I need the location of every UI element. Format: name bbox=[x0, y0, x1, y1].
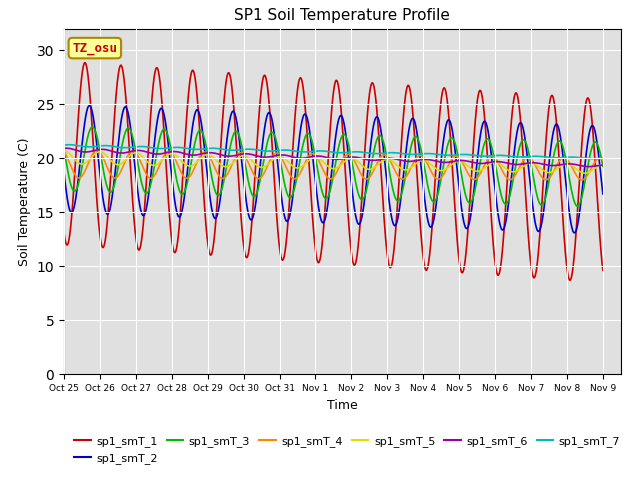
sp1_smT_3 bbox=[452, 142, 460, 148]
sp1_smT_7 bbox=[452, 152, 460, 158]
X-axis label: Time: Time bbox=[327, 399, 358, 412]
Line: sp1_smT_4: sp1_smT_4 bbox=[64, 150, 603, 180]
sp1_smT_4 bbox=[287, 173, 294, 179]
sp1_smT_5 bbox=[582, 170, 590, 176]
sp1_smT_3 bbox=[60, 147, 68, 153]
sp1_smT_7 bbox=[316, 148, 324, 154]
sp1_smT_3 bbox=[291, 184, 299, 190]
sp1_smT_6 bbox=[287, 154, 294, 159]
sp1_smT_5 bbox=[581, 170, 589, 176]
sp1_smT_1 bbox=[287, 182, 294, 188]
sp1_smT_3 bbox=[573, 204, 581, 209]
sp1_smT_1 bbox=[452, 215, 460, 221]
sp1_smT_4 bbox=[60, 149, 68, 155]
sp1_smT_1 bbox=[599, 267, 607, 273]
sp1_smT_3 bbox=[599, 163, 607, 169]
Line: sp1_smT_3: sp1_smT_3 bbox=[64, 127, 603, 206]
sp1_smT_7 bbox=[556, 155, 563, 161]
sp1_smT_2 bbox=[86, 103, 93, 108]
sp1_smT_4 bbox=[599, 157, 607, 163]
sp1_smT_7 bbox=[287, 147, 294, 153]
sp1_smT_6 bbox=[63, 145, 70, 151]
sp1_smT_7 bbox=[589, 156, 596, 162]
Title: SP1 Soil Temperature Profile: SP1 Soil Temperature Profile bbox=[234, 9, 451, 24]
sp1_smT_6 bbox=[316, 153, 324, 159]
sp1_smT_2 bbox=[582, 148, 590, 154]
sp1_smT_1 bbox=[316, 256, 324, 262]
sp1_smT_5 bbox=[60, 148, 68, 154]
sp1_smT_1 bbox=[81, 60, 89, 66]
sp1_smT_4 bbox=[452, 153, 460, 159]
sp1_smT_3 bbox=[88, 124, 96, 130]
Y-axis label: Soil Temperature (C): Soil Temperature (C) bbox=[18, 137, 31, 266]
sp1_smT_4 bbox=[578, 177, 586, 183]
sp1_smT_2 bbox=[287, 209, 294, 215]
Line: sp1_smT_7: sp1_smT_7 bbox=[64, 144, 603, 159]
sp1_smT_6 bbox=[582, 164, 590, 169]
sp1_smT_6 bbox=[452, 158, 460, 164]
sp1_smT_2 bbox=[60, 169, 68, 175]
sp1_smT_5 bbox=[291, 165, 298, 170]
sp1_smT_2 bbox=[316, 214, 324, 219]
sp1_smT_5 bbox=[452, 159, 460, 165]
sp1_smT_7 bbox=[291, 148, 299, 154]
sp1_smT_7 bbox=[65, 142, 73, 147]
Line: sp1_smT_5: sp1_smT_5 bbox=[64, 151, 603, 173]
sp1_smT_4 bbox=[582, 174, 590, 180]
sp1_smT_6 bbox=[291, 155, 299, 160]
sp1_smT_7 bbox=[60, 142, 68, 148]
sp1_smT_2 bbox=[452, 152, 460, 158]
sp1_smT_3 bbox=[316, 180, 324, 186]
sp1_smT_4 bbox=[93, 147, 100, 153]
sp1_smT_5 bbox=[599, 162, 607, 168]
sp1_smT_6 bbox=[556, 162, 563, 168]
Line: sp1_smT_2: sp1_smT_2 bbox=[64, 106, 603, 233]
sp1_smT_7 bbox=[599, 155, 607, 161]
sp1_smT_1 bbox=[60, 229, 68, 235]
Line: sp1_smT_6: sp1_smT_6 bbox=[64, 148, 603, 167]
sp1_smT_5 bbox=[316, 156, 324, 162]
sp1_smT_2 bbox=[291, 176, 299, 181]
sp1_smT_1 bbox=[556, 164, 563, 169]
Text: TZ_osu: TZ_osu bbox=[72, 42, 117, 55]
sp1_smT_6 bbox=[60, 145, 68, 151]
sp1_smT_1 bbox=[291, 116, 299, 122]
sp1_smT_5 bbox=[287, 161, 294, 167]
sp1_smT_6 bbox=[585, 164, 593, 169]
sp1_smT_1 bbox=[566, 277, 574, 283]
sp1_smT_1 bbox=[582, 97, 590, 103]
sp1_smT_3 bbox=[556, 138, 563, 144]
sp1_smT_6 bbox=[599, 162, 607, 168]
Legend: sp1_smT_1, sp1_smT_2, sp1_smT_3, sp1_smT_4, sp1_smT_5, sp1_smT_6, sp1_smT_7: sp1_smT_1, sp1_smT_2, sp1_smT_3, sp1_smT… bbox=[70, 432, 625, 468]
sp1_smT_7 bbox=[582, 156, 590, 161]
sp1_smT_3 bbox=[287, 194, 294, 200]
sp1_smT_4 bbox=[316, 161, 324, 167]
sp1_smT_2 bbox=[599, 191, 607, 197]
sp1_smT_2 bbox=[571, 230, 579, 236]
sp1_smT_2 bbox=[556, 130, 563, 135]
sp1_smT_4 bbox=[291, 176, 299, 181]
sp1_smT_4 bbox=[556, 158, 563, 164]
Line: sp1_smT_1: sp1_smT_1 bbox=[64, 63, 603, 280]
sp1_smT_3 bbox=[582, 170, 590, 176]
sp1_smT_5 bbox=[556, 164, 563, 170]
